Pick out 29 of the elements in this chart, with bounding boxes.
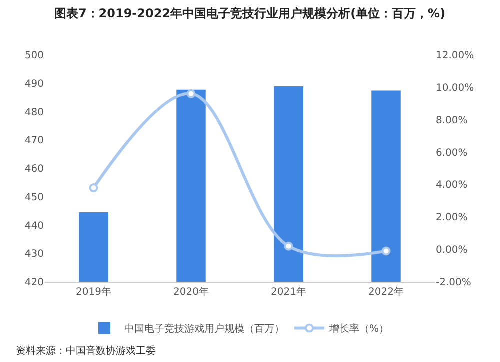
y2-tick-label: 4.00% (436, 180, 468, 192)
point (89, 183, 98, 192)
y2-tick-label: -2.00% (436, 278, 472, 288)
y2-tick-label: 10.00% (436, 82, 474, 94)
y-tick-label: 430 (24, 249, 44, 260)
y-tick-label: 420 (24, 278, 44, 288)
x-tick-label: 2022年 (368, 286, 404, 298)
y2-tick-label: 8.00% (436, 115, 468, 126)
y-tick-label: 480 (24, 107, 44, 118)
y-tick-label: 470 (24, 136, 44, 147)
y2-tick-label: 0.00% (436, 245, 468, 256)
y-tick-label: 450 (24, 192, 44, 204)
x-tick-label: 2019年 (76, 286, 112, 298)
y-tick-label: 500 (24, 50, 44, 62)
point (284, 242, 294, 251)
y-tick-label: 490 (24, 78, 44, 90)
y-tick-label: 460 (24, 164, 44, 175)
x-tick-label: 2020年 (174, 286, 209, 298)
point (382, 246, 391, 256)
y-tick-label: 440 (24, 220, 44, 232)
point (186, 89, 196, 98)
text: 资料来源：中国音数协游戏工委 (16, 345, 156, 357)
legend-label: 中国电子竞技游戏用户规模（百万） (124, 323, 284, 336)
y2-tick-label: 2.00% (436, 212, 468, 224)
y2-tick-label: 6.00% (436, 148, 468, 159)
legend-label: 增长率（%） (328, 323, 390, 336)
chart-title: 图表7：2019-2022年中国电子竞技行业用户规模分析(单位：百万，%) (54, 6, 446, 20)
y2-tick-label: 12.00% (436, 50, 474, 62)
x-tick-label: 2021年 (271, 286, 306, 298)
